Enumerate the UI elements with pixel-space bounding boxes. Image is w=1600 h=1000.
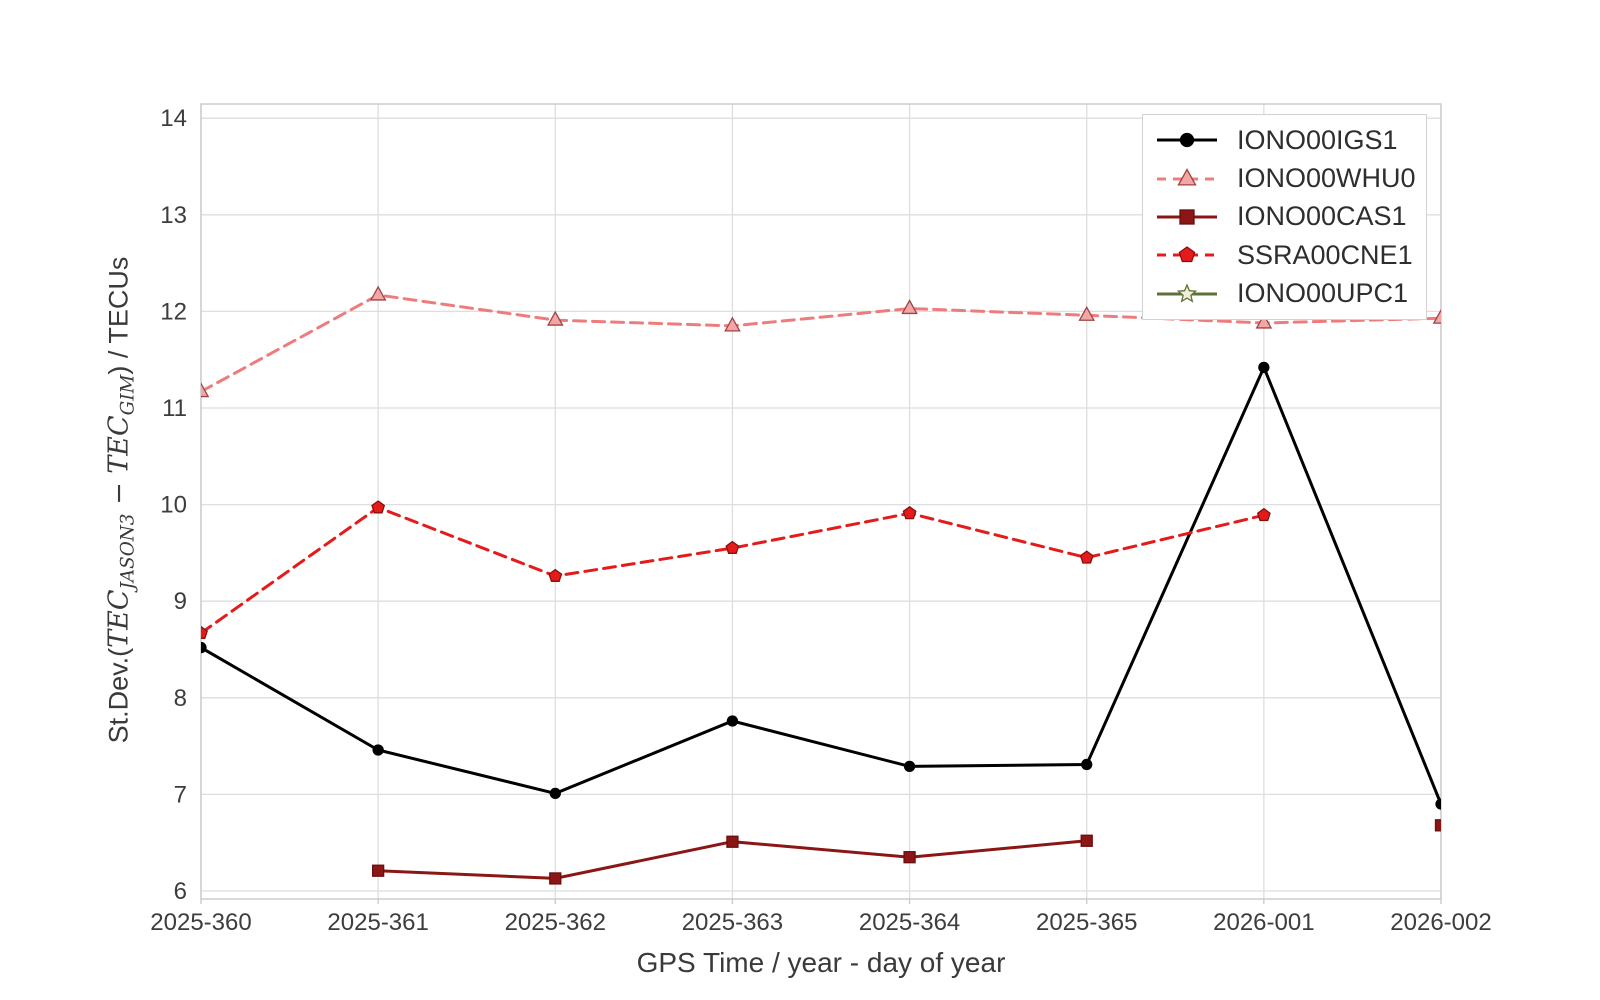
- legend-item-IONO00UPC1: IONO00UPC1: [1143, 278, 1426, 309]
- pentagon-marker: [1178, 246, 1196, 263]
- y-axis-title-tec2: TECGIM: [103, 374, 139, 474]
- legend-swatch: [1157, 209, 1217, 225]
- circle-marker: [201, 641, 207, 654]
- x-tick-label: 2025-360: [150, 909, 251, 936]
- series-SSRA00CNE1: [201, 500, 1271, 639]
- legend-label: SSRA00CNE1: [1237, 239, 1413, 270]
- legend-item-IONO00WHU0: IONO00WHU0: [1143, 163, 1426, 194]
- y-axis-title-sub2: GIM: [117, 374, 139, 416]
- circle-marker: [1179, 133, 1195, 148]
- x-tick-label: 2025-363: [682, 909, 783, 936]
- square-marker: [371, 864, 385, 877]
- legend-label: IONO00WHU0: [1237, 163, 1416, 194]
- x-axis-title: GPS Time / year - day of year: [636, 947, 1006, 978]
- y-axis-title-suffix: ) / TECUs: [103, 256, 134, 375]
- y-tick-label: 8: [174, 685, 187, 712]
- square-marker: [1179, 209, 1195, 225]
- circle-marker: [726, 715, 739, 727]
- legend-item-IONO00IGS1: IONO00IGS1: [1143, 125, 1426, 156]
- legend-item-SSRA00CNE1: SSRA00CNE1: [1143, 240, 1426, 271]
- x-tick-label: 2025-361: [327, 909, 428, 936]
- x-tick-label: 2026-001: [1213, 909, 1314, 936]
- square-marker: [726, 835, 739, 848]
- square-marker: [1080, 834, 1093, 847]
- y-tick-label: 14: [160, 105, 187, 132]
- series-IONO00CAS1: [371, 819, 1441, 885]
- legend: IONO00IGS1 IONO00WHU0 IONO00CAS1 SSRA00CNE1…: [1142, 114, 1427, 320]
- square-marker: [903, 851, 916, 864]
- y-tick-label: 7: [174, 781, 187, 808]
- x-tick-label: 2025-362: [505, 909, 606, 936]
- legend-label: IONO00IGS1: [1237, 124, 1398, 155]
- legend-swatch: [1157, 246, 1217, 263]
- square-marker: [1434, 819, 1441, 832]
- y-tick-label: 9: [174, 588, 187, 615]
- y-tick-label: 13: [160, 202, 187, 229]
- triangle-marker: [724, 316, 741, 332]
- triangle-marker: [1432, 308, 1441, 324]
- triangle-marker: [546, 310, 564, 326]
- series-IONO00WHU0: [201, 285, 1441, 398]
- series-line: [201, 363, 1441, 806]
- y-tick-label: 11: [162, 395, 187, 422]
- series-line: [201, 293, 1441, 394]
- pentagon-marker: [201, 625, 208, 639]
- y-tick-label: 6: [174, 878, 187, 905]
- circle-marker: [903, 760, 916, 773]
- x-tick-label: 2026-002: [1390, 909, 1491, 936]
- plot-border: [200, 103, 1442, 900]
- y-tick-label: 10: [160, 492, 187, 519]
- triangle-marker: [201, 382, 210, 398]
- legend-swatch: [1157, 133, 1217, 148]
- legend-label: IONO00CAS1: [1237, 201, 1407, 232]
- circle-marker: [1081, 758, 1093, 771]
- legend-item-IONO00CAS1: IONO00CAS1: [1143, 201, 1426, 232]
- legend-label: IONO00UPC1: [1237, 278, 1409, 309]
- legend-swatch: [1157, 167, 1217, 186]
- circle-marker: [549, 787, 561, 800]
- pentagon-marker: [1079, 550, 1094, 564]
- x-tick-label: 2025-365: [1036, 909, 1137, 936]
- circle-marker: [1258, 361, 1270, 374]
- pentagon-marker: [1256, 507, 1271, 522]
- pentagon-marker: [371, 500, 386, 514]
- triangle-marker: [1177, 167, 1197, 186]
- y-axis-title: St.Dev.(TECJASON3 − TECGIM) / TECUs: [103, 257, 138, 744]
- pentagon-marker: [725, 540, 740, 554]
- pentagon-marker: [902, 505, 917, 520]
- star-marker: [1176, 283, 1198, 303]
- y-axis-title-tec1: TECJASON3: [103, 513, 139, 648]
- circle-marker: [372, 744, 384, 756]
- series-IONO00IGS1: [201, 361, 1441, 810]
- minus-sign: −: [103, 473, 135, 514]
- triangle-marker: [1078, 305, 1096, 321]
- pentagon-marker: [548, 568, 563, 582]
- y-axis-title-sub1: JASON3: [117, 513, 139, 590]
- triangle-marker: [901, 299, 918, 315]
- triangle-marker: [369, 285, 387, 301]
- legend-swatch: [1157, 283, 1217, 303]
- y-axis-title-prefix: St.Dev.(: [103, 647, 134, 744]
- x-tick-label: 2025-364: [859, 909, 960, 936]
- triangle-marker: [1255, 313, 1273, 329]
- circle-marker: [1435, 798, 1441, 810]
- y-tick-label: 12: [160, 298, 187, 325]
- square-marker: [549, 872, 562, 885]
